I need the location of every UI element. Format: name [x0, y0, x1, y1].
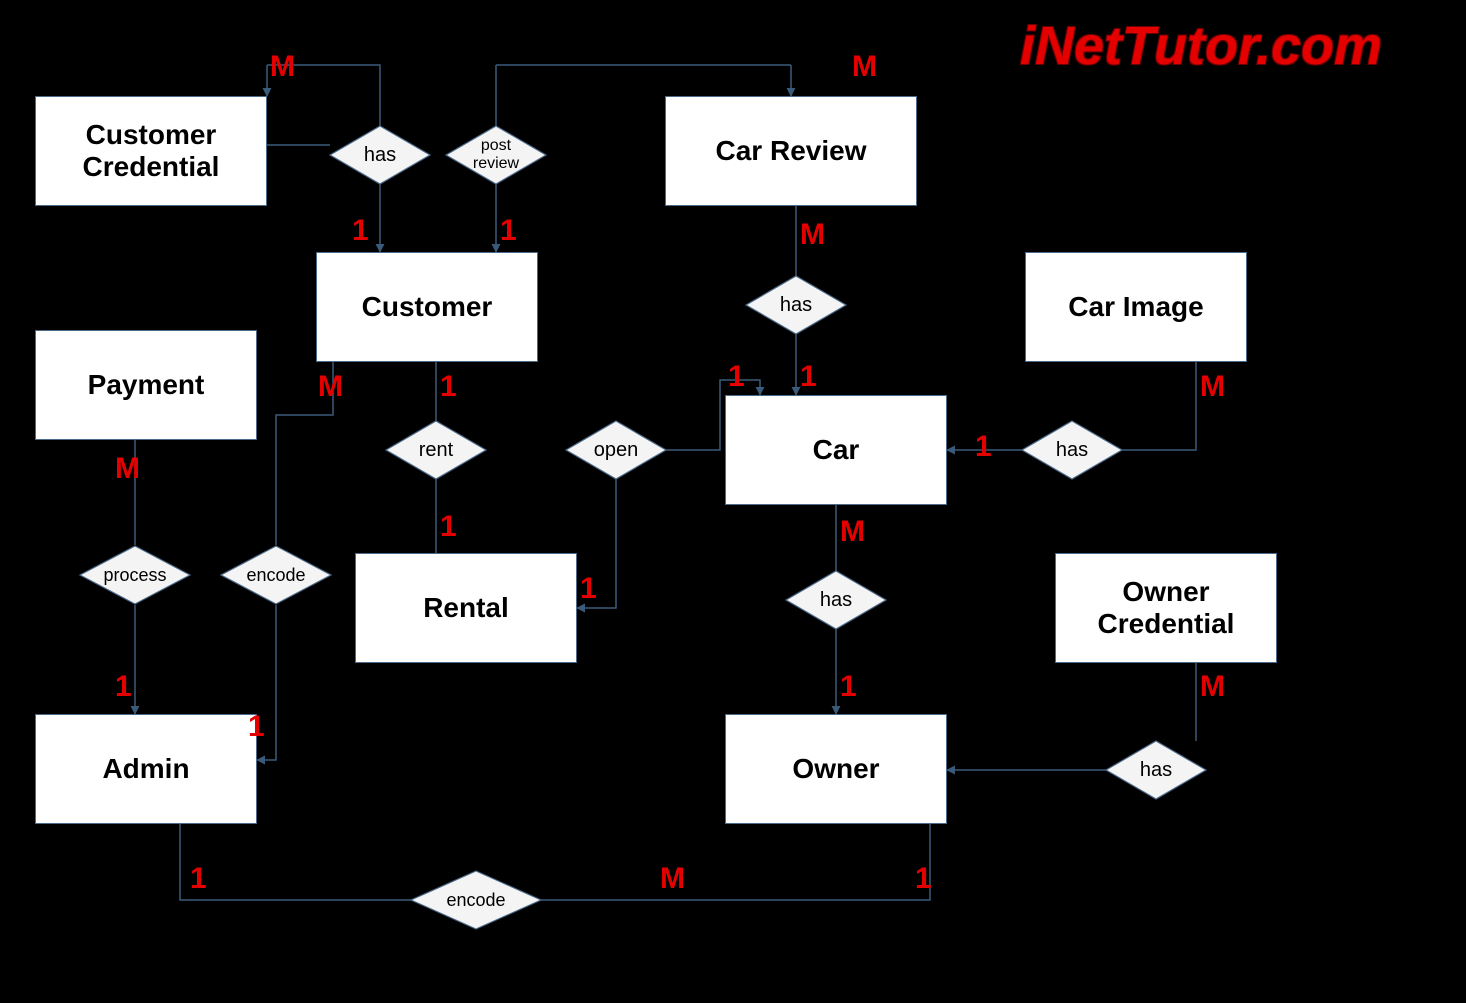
cardinality-label: M	[270, 50, 295, 84]
entity-car: Car	[725, 395, 947, 505]
entity-car-review: Car Review	[665, 96, 917, 206]
entity-payment: Payment	[35, 330, 257, 440]
cardinality-label: M	[318, 370, 343, 404]
entity-admin: Admin	[35, 714, 257, 824]
cardinality-label: 1	[840, 670, 857, 704]
cardinality-label: 1	[115, 670, 132, 704]
cardinality-label: 1	[440, 370, 457, 404]
cardinality-label: M	[800, 218, 825, 252]
cardinality-label: M	[840, 515, 865, 549]
cardinality-label: 1	[500, 214, 517, 248]
er-diagram-canvas: { "watermark": {"text":"iNetTutor.com","…	[0, 0, 1466, 1003]
relationship-has-carimage-car: has	[1022, 421, 1122, 479]
cardinality-label: 1	[728, 360, 745, 394]
cardinality-label: 1	[352, 214, 369, 248]
cardinality-label: M	[852, 50, 877, 84]
relationship-has-owner-cred: has	[1106, 741, 1206, 799]
entity-rental: Rental	[355, 553, 577, 663]
entity-customer-credential: CustomerCredential	[35, 96, 267, 206]
cardinality-label: M	[660, 862, 685, 896]
relationship-encode-admin-owner: encode	[411, 871, 541, 929]
entity-owner-credential: OwnerCredential	[1055, 553, 1277, 663]
entity-car-image: Car Image	[1025, 252, 1247, 362]
cardinality-label: 1	[915, 862, 932, 896]
cardinality-label: 1	[248, 710, 265, 744]
cardinality-label: 1	[580, 572, 597, 606]
relationship-encode-admin-cust: encode	[221, 546, 331, 604]
cardinality-label: M	[1200, 670, 1225, 704]
relationship-has-carreview-car: has	[746, 276, 846, 334]
relationship-rent: rent	[386, 421, 486, 479]
cardinality-label: 1	[440, 510, 457, 544]
relationship-open: open	[566, 421, 666, 479]
relationship-post-review: postreview	[446, 126, 546, 184]
cardinality-label: 1	[975, 430, 992, 464]
entity-owner: Owner	[725, 714, 947, 824]
cardinality-label: M	[115, 452, 140, 486]
relationship-has-car-owner: has	[786, 571, 886, 629]
relationship-has-cust-cred: has	[330, 126, 430, 184]
entity-customer: Customer	[316, 252, 538, 362]
cardinality-label: 1	[800, 360, 817, 394]
relationship-process: process	[80, 546, 190, 604]
cardinality-label: M	[1200, 370, 1225, 404]
watermark-text: iNetTutor.com	[1020, 15, 1382, 77]
cardinality-label: 1	[190, 862, 207, 896]
